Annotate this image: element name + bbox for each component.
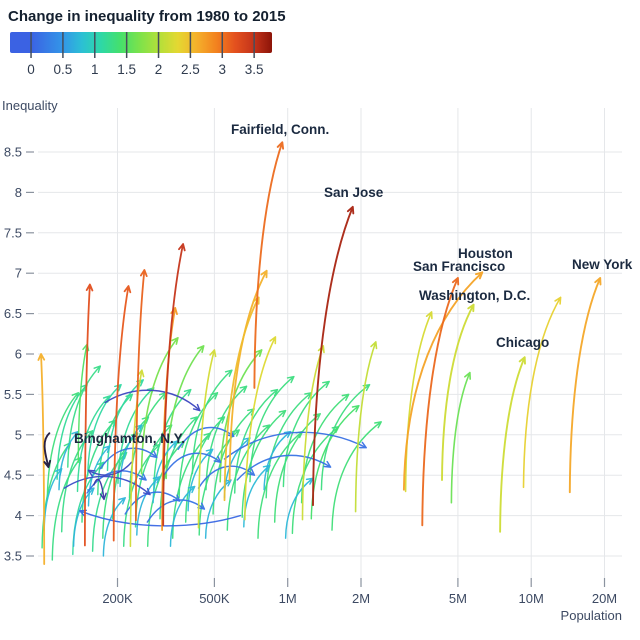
trajectory-arrow bbox=[135, 269, 148, 522]
trajectory-arrow bbox=[84, 283, 94, 547]
legend-tick-label: 0 bbox=[27, 62, 35, 77]
legend-tick-label: 1 bbox=[91, 62, 99, 77]
trajectory-arrow bbox=[197, 465, 256, 489]
y-tick-label: 7 bbox=[15, 266, 22, 281]
x-tick-label: 10M bbox=[519, 591, 544, 606]
trajectory-arrow bbox=[187, 448, 214, 512]
trajectory-arrow bbox=[140, 337, 179, 475]
y-tick-label: 4.5 bbox=[4, 468, 22, 483]
city-label: Washington, D.C. bbox=[419, 288, 530, 303]
y-axis-title: Inequality bbox=[2, 98, 58, 113]
trajectory-arrow bbox=[233, 388, 279, 494]
trajectory-arrow bbox=[37, 353, 46, 565]
city-arrow bbox=[441, 303, 475, 481]
trajectory-arrow bbox=[249, 375, 295, 483]
y-tick-label: 8.5 bbox=[4, 145, 22, 160]
trajectory-arrow bbox=[162, 243, 186, 527]
city-label: San Jose bbox=[324, 185, 384, 200]
city-label: San Francisco bbox=[413, 259, 505, 274]
trajectory-arrow bbox=[282, 380, 330, 488]
legend-tick-label: 2 bbox=[155, 62, 163, 77]
trajectory-arrow bbox=[63, 475, 151, 496]
legend-tick-label: 1.5 bbox=[117, 62, 136, 77]
legend-tick-label: 3 bbox=[219, 62, 227, 77]
city-arrows bbox=[43, 141, 602, 533]
trajectory-arrow bbox=[522, 296, 562, 489]
y-tick-label: 4 bbox=[15, 508, 22, 523]
trajectory-arrow bbox=[87, 445, 111, 507]
legend-tick-label: 2.5 bbox=[181, 62, 200, 77]
trajectory-arrow bbox=[99, 447, 158, 470]
trajectory-arrow bbox=[244, 336, 277, 521]
y-tick-label: 5 bbox=[15, 427, 22, 442]
legend-gradient-bar bbox=[10, 32, 272, 53]
x-tick-label: 2M bbox=[352, 591, 370, 606]
trajectory-arrow bbox=[93, 478, 107, 501]
legend-ticks: 0 0.5 1 1.5 2 2.5 3 3.5 bbox=[27, 32, 264, 77]
city-arrow bbox=[253, 141, 285, 389]
trajectory-arrow bbox=[241, 409, 287, 518]
trajectory-arrow bbox=[86, 470, 147, 494]
trajectory-arrow bbox=[223, 431, 367, 460]
trajectory-arrow bbox=[169, 485, 196, 548]
trajectory-arrow bbox=[67, 365, 102, 468]
x-axis-title: Population bbox=[561, 608, 622, 623]
y-tick-label: 6.5 bbox=[4, 306, 22, 321]
y-tick-label: 6 bbox=[15, 347, 22, 362]
trajectory-arrow bbox=[87, 461, 133, 477]
city-arrow bbox=[568, 277, 602, 494]
trajectory-arrow bbox=[450, 371, 471, 504]
city-arrow bbox=[43, 432, 52, 469]
trajectory-arrow bbox=[404, 311, 433, 493]
x-axis: 200K 500K 1M 2M 5M 10M 20M bbox=[102, 578, 617, 606]
trajectory-arrow bbox=[104, 389, 201, 412]
trajectory-arrow bbox=[205, 385, 248, 491]
legend-tick-label: 0.5 bbox=[54, 62, 73, 77]
city-label: New York bbox=[572, 257, 633, 272]
y-tick-label: 8 bbox=[15, 185, 22, 200]
city-label: Houston bbox=[458, 246, 513, 261]
city-arrow bbox=[499, 356, 526, 533]
trajectory-arrow bbox=[112, 285, 132, 542]
x-tick-label: 500K bbox=[199, 591, 230, 606]
city-arrow bbox=[402, 271, 484, 491]
y-tick-label: 3.5 bbox=[4, 549, 22, 564]
city-label: Fairfield, Conn. bbox=[231, 122, 329, 137]
x-tick-label: 5M bbox=[449, 591, 467, 606]
y-tick-label: 7.5 bbox=[4, 225, 22, 240]
city-label: Chicago bbox=[496, 335, 549, 350]
trajectory-arrow bbox=[197, 349, 217, 529]
trajectory-arrow bbox=[354, 341, 378, 513]
background-arrows bbox=[37, 243, 562, 565]
color-legend: 0 0.5 1 1.5 2 2.5 3 3.5 bbox=[10, 32, 272, 77]
city-label: Binghamton, N.Y. bbox=[74, 431, 185, 446]
trajectory-arrow bbox=[152, 440, 178, 504]
city-arrow bbox=[312, 205, 355, 507]
chart-title: Change in inequality from 1980 to 2015 bbox=[8, 8, 286, 25]
y-tick-label: 5.5 bbox=[4, 387, 22, 402]
x-tick-label: 20M bbox=[592, 591, 617, 606]
city-arrow bbox=[421, 277, 460, 527]
trajectory-arrow bbox=[58, 430, 80, 491]
x-tick-label: 200K bbox=[102, 591, 133, 606]
legend-tick-label: 3.5 bbox=[245, 62, 264, 77]
trajectory-arrow bbox=[163, 452, 222, 476]
trajectory-arrow bbox=[331, 421, 382, 531]
y-axis: 3.5 4 4.5 5 5.5 6 6.5 7 7.5 8 8.5 bbox=[4, 145, 34, 564]
x-tick-label: 1M bbox=[279, 591, 297, 606]
